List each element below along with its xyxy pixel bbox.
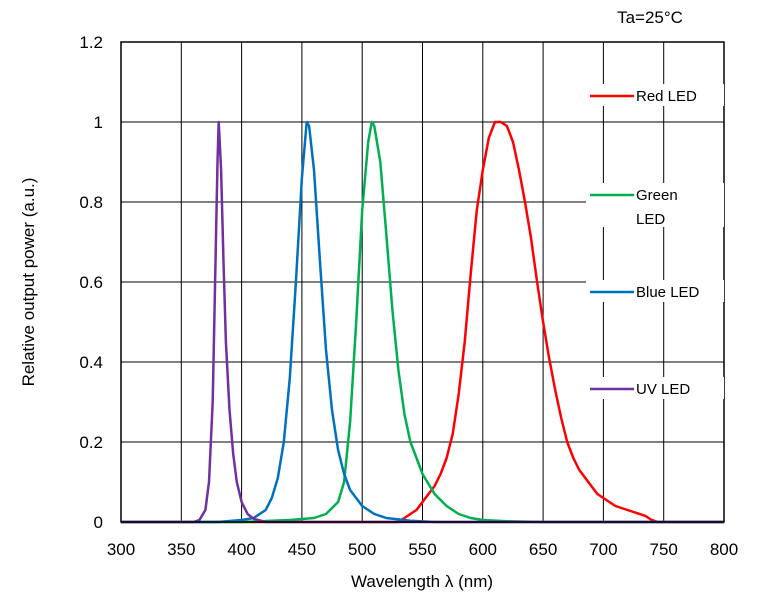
tick-labels: 300 350 400 450 500 550 600 650 700 750 800 0 0.2 0.4… xyxy=(79,33,738,559)
y-tick-label: 1 xyxy=(94,113,103,132)
y-tick-label: 0.2 xyxy=(79,433,103,452)
grid xyxy=(121,42,724,522)
legend-background xyxy=(586,377,724,399)
y-tick-label: 0.6 xyxy=(79,273,103,292)
legend-label-blue-led: Blue LED xyxy=(636,284,700,301)
y-tick-label: 0.8 xyxy=(79,193,103,212)
x-tick-label: 550 xyxy=(408,540,436,559)
series-group xyxy=(121,120,724,524)
legend-label-green-led: Green xyxy=(636,187,678,204)
x-tick-label: 650 xyxy=(529,540,557,559)
y-tick-label: 1.2 xyxy=(79,33,103,52)
legend-label-red-led: Red LED xyxy=(636,88,697,105)
legend-label-uv-led: UV LED xyxy=(636,381,690,398)
legend-background xyxy=(586,84,724,106)
series-line-red-led xyxy=(121,120,724,524)
x-tick-label: 750 xyxy=(650,540,678,559)
legend-label-green-led: LED xyxy=(636,211,665,228)
x-tick-label: 500 xyxy=(348,540,376,559)
x-tick-label: 600 xyxy=(469,540,497,559)
legend-background xyxy=(586,280,724,302)
series-line-green-led xyxy=(121,120,724,524)
x-axis-label: Wavelength λ (nm) xyxy=(351,572,493,591)
x-tick-label: 800 xyxy=(710,540,738,559)
series-line-blue-led xyxy=(121,120,724,524)
y-tick-label: 0.4 xyxy=(79,353,103,372)
x-tick-label: 300 xyxy=(107,540,135,559)
y-axis-label: Relative output power (a.u.) xyxy=(19,178,38,387)
temperature-annotation: Ta=25°C xyxy=(617,8,683,27)
y-tick-label: 0 xyxy=(94,513,103,532)
legend: Red LED Green LED Blue LED UV LED xyxy=(586,84,724,399)
legend-background xyxy=(586,183,724,227)
x-tick-label: 400 xyxy=(227,540,255,559)
x-tick-label: 700 xyxy=(589,540,617,559)
series-line-uv-led xyxy=(121,120,724,524)
x-tick-label: 450 xyxy=(288,540,316,559)
x-tick-label: 350 xyxy=(167,540,195,559)
